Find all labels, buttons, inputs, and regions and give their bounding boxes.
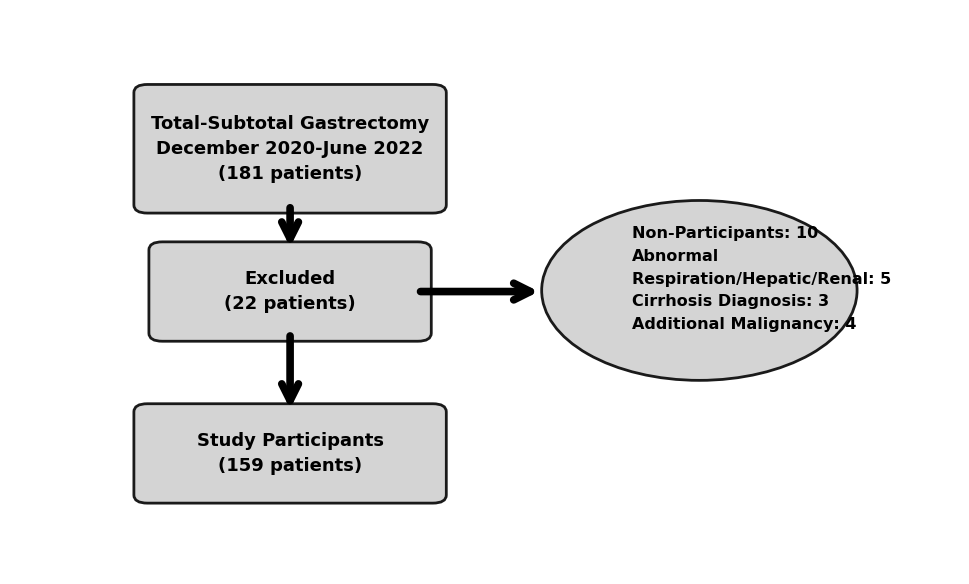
- Text: Study Participants
(159 patients): Study Participants (159 patients): [197, 432, 384, 475]
- Text: Total-Subtotal Gastrectomy
December 2020-June 2022
(181 patients): Total-Subtotal Gastrectomy December 2020…: [151, 115, 429, 183]
- FancyBboxPatch shape: [134, 85, 447, 213]
- Text: Non-Participants: 10
Abnormal
Respiration/Hepatic/Renal: 5
Cirrhosis Diagnosis: : Non-Participants: 10 Abnormal Respiratio…: [632, 226, 891, 332]
- Text: Excluded
(22 patients): Excluded (22 patients): [224, 270, 356, 313]
- FancyBboxPatch shape: [134, 404, 447, 503]
- FancyBboxPatch shape: [149, 242, 431, 341]
- Ellipse shape: [542, 200, 858, 380]
